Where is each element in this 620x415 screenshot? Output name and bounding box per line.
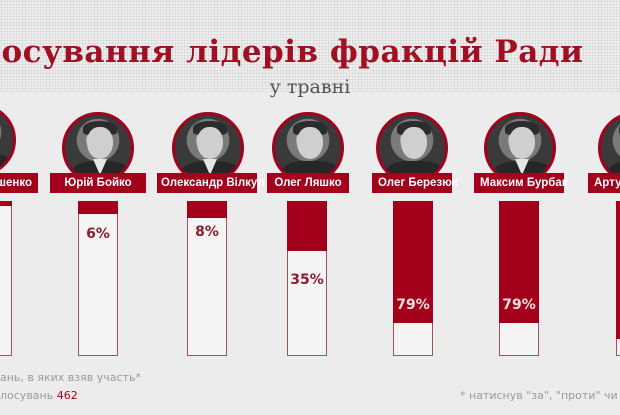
- leader-photo: [376, 112, 448, 184]
- footer-total-line: лосувань 462: [0, 389, 78, 402]
- bar-boyko: 6%: [78, 201, 118, 356]
- footer-legend-line1: ань, в яких взяв участь*: [0, 371, 141, 384]
- footer-total-label: лосувань: [0, 389, 57, 402]
- footer-total-value: 462: [56, 389, 78, 402]
- leader-name-plate: Олег Березюк: [372, 173, 458, 193]
- leader-photo: [484, 112, 556, 184]
- dotted-header-background: [0, 0, 620, 92]
- page-subtitle: у травні: [269, 76, 351, 98]
- leader-name-plate: ошенко: [0, 173, 38, 193]
- leader-name-plate: Олександр Вілкул: [157, 173, 264, 193]
- bar-percent-label: 79%: [396, 297, 430, 313]
- leader-name-plate: Олег Ляшко: [267, 173, 349, 193]
- bar-fill: [287, 201, 327, 251]
- bar-fill: [499, 201, 539, 323]
- bar-fill: [0, 201, 12, 206]
- page-title: Голосування лідерів фракцій Ради: [0, 34, 584, 70]
- bar-artur: [616, 201, 620, 356]
- leader-photo: [0, 104, 16, 176]
- bar-percent-label: 8%: [195, 224, 219, 240]
- bar-percent-label: 79%: [502, 297, 536, 313]
- bar-tymoshenko: [0, 201, 12, 356]
- bar-fill: [393, 201, 433, 323]
- bar-percent-label: 35%: [290, 272, 324, 288]
- leader-name-plate: Артур: [588, 173, 620, 193]
- bar-fill: [78, 201, 118, 214]
- leader-name-plate: Юрій Бойко: [50, 173, 146, 193]
- bar-burbak: 79%: [499, 201, 539, 356]
- bar-fill: [187, 201, 227, 218]
- bar-percent-label: 6%: [86, 226, 110, 242]
- bar-vilkul: 8%: [187, 201, 227, 356]
- leader-name-plate: Максим Бурбак: [474, 173, 568, 193]
- footer-note: * натиснув "за", "проти" чи "у: [460, 389, 620, 402]
- bar-fill: [616, 201, 620, 339]
- bar-berezyuk: 79%: [393, 201, 433, 356]
- bar-lyashko: 35%: [287, 201, 327, 356]
- leader-photo: [172, 112, 244, 184]
